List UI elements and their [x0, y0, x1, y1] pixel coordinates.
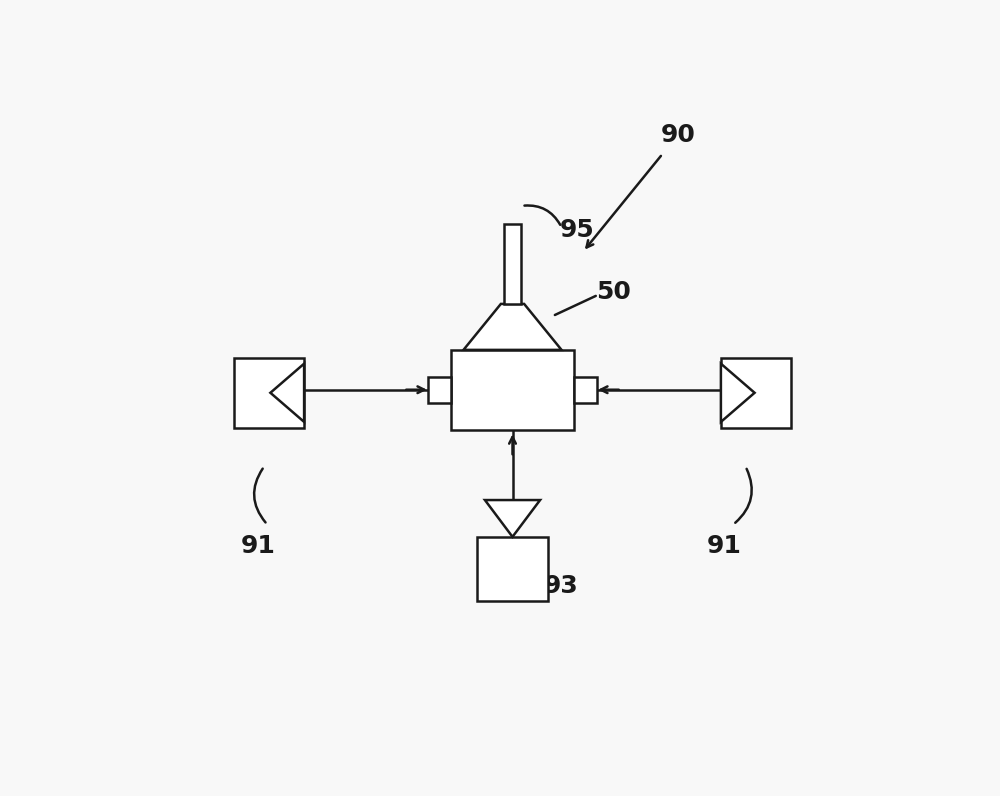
- Bar: [477, 537, 548, 601]
- Text: 91: 91: [241, 534, 276, 558]
- Text: 95: 95: [559, 218, 594, 242]
- Bar: [451, 350, 574, 430]
- Bar: [234, 357, 304, 428]
- Bar: [574, 377, 597, 403]
- Bar: [504, 224, 521, 304]
- Bar: [721, 357, 791, 428]
- Polygon shape: [485, 500, 540, 537]
- Bar: [428, 377, 451, 403]
- Polygon shape: [721, 364, 755, 422]
- Text: 90: 90: [661, 123, 695, 147]
- Text: 50: 50: [596, 279, 631, 303]
- Text: 91: 91: [707, 534, 741, 558]
- Text: 93: 93: [544, 574, 579, 598]
- Polygon shape: [463, 304, 562, 350]
- Polygon shape: [270, 364, 304, 422]
